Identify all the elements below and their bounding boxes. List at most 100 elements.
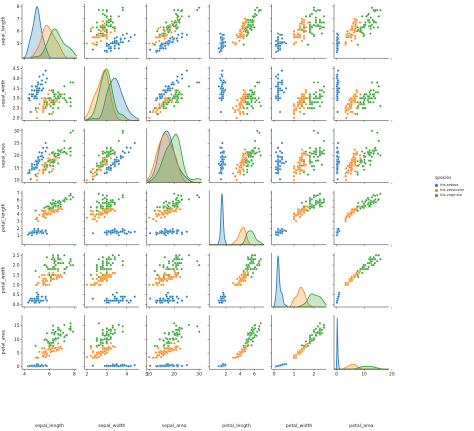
point-Iris-versicolor-26 (170, 20, 174, 23)
point-Iris-versicolor-48 (344, 219, 347, 223)
x-tick-label: 0 (273, 371, 276, 377)
kde-fill-Iris-setosa (209, 193, 264, 245)
point-Iris-virginica-2 (61, 261, 65, 265)
point-Iris-versicolor-35 (304, 89, 308, 92)
point-Iris-virginica-14 (45, 256, 49, 259)
point-Iris-virginica-22 (312, 8, 316, 12)
point-Iris-virginica-7 (103, 151, 107, 154)
point-Iris-virginica-6 (153, 43, 157, 46)
point-Iris-versicolor-48 (95, 40, 99, 44)
point-Iris-virginica-35 (253, 97, 257, 100)
point-Iris-setosa-22 (30, 85, 34, 88)
point-Iris-virginica-25 (109, 335, 113, 339)
legend-entry-virginica: Iris-virginica (435, 193, 474, 198)
point-Iris-versicolor-43 (292, 175, 296, 178)
point-Iris-virginica-44 (178, 326, 181, 329)
point-Iris-setosa-40 (115, 231, 119, 235)
point-Iris-versicolor-18 (89, 27, 93, 30)
point-Iris-setosa-48 (336, 83, 339, 86)
point-Iris-virginica-35 (374, 146, 377, 150)
point-Iris-virginica-39 (59, 261, 62, 265)
point-Iris-versicolor-33 (304, 343, 308, 346)
point-Iris-virginica-40 (250, 328, 253, 332)
point-Iris-setosa-23 (282, 162, 286, 165)
x-tick-label: 6 (253, 371, 256, 377)
point-Iris-virginica-13 (44, 106, 47, 110)
point-Iris-virginica-31 (121, 263, 124, 267)
point-Iris-virginica-11 (166, 337, 169, 341)
point-Iris-virginica-42 (99, 265, 103, 269)
point-Iris-virginica-6 (242, 344, 245, 348)
point-Iris-setosa-42 (28, 93, 31, 96)
point-Iris-setosa-15 (185, 295, 189, 298)
point-Iris-virginica-31 (370, 6, 374, 9)
point-Iris-virginica-30 (65, 333, 69, 337)
panel-sepal_area-vs-sepal_width (82, 128, 147, 185)
point-Iris-versicolor-42 (97, 212, 101, 216)
point-Iris-versicolor-29 (44, 216, 47, 219)
point-Iris-virginica-6 (153, 209, 157, 212)
point-Iris-versicolor-39 (238, 169, 242, 173)
point-Iris-setosa-16 (175, 37, 179, 40)
y-tick-label: 5 (17, 351, 20, 357)
point-Iris-setosa-43 (284, 229, 288, 233)
point-Iris-virginica-42 (45, 102, 49, 106)
point-Iris-virginica-19 (89, 205, 93, 209)
point-Iris-virginica-30 (253, 265, 257, 269)
point-Iris-versicolor-29 (235, 104, 238, 108)
point-Iris-virginica-22 (101, 193, 105, 197)
point-Iris-virginica-21 (43, 263, 46, 267)
point-Iris-setosa-43 (284, 160, 288, 163)
point-Iris-setosa-49 (336, 299, 339, 302)
point-Iris-setosa-37 (117, 43, 120, 46)
point-Iris-virginica-48 (248, 331, 252, 334)
point-Iris-virginica-41 (246, 18, 250, 22)
point-Iris-versicolor-9 (158, 39, 161, 43)
point-Iris-virginica-29 (360, 200, 364, 203)
point-Iris-virginica-44 (56, 254, 60, 257)
point-Iris-versicolor-47 (103, 277, 107, 281)
y-tick-label: 2.0 (13, 115, 20, 121)
point-Iris-virginica-30 (65, 198, 69, 201)
point-Iris-setosa-37 (34, 85, 37, 88)
point-Iris-versicolor-37 (91, 167, 95, 171)
point-Iris-virginica-47 (105, 23, 109, 27)
point-Iris-versicolor-36 (354, 21, 358, 24)
kde-line-Iris-versicolor (22, 24, 77, 59)
point-Iris-setosa-24 (163, 227, 167, 231)
point-Iris-setosa-45 (105, 364, 109, 367)
point-Iris-virginica-46 (246, 164, 249, 168)
point-Iris-setosa-47 (159, 364, 163, 368)
point-Iris-versicolor-31 (236, 36, 240, 39)
point-Iris-virginica-49 (105, 340, 109, 343)
point-Iris-virginica-18 (259, 257, 263, 261)
point-Iris-setosa-45 (33, 231, 36, 234)
point-Iris-versicolor-29 (160, 355, 163, 359)
point-Iris-versicolor-27 (358, 21, 362, 24)
point-Iris-virginica-47 (312, 155, 316, 158)
point-Iris-virginica-33 (302, 205, 306, 208)
point-Iris-versicolor-12 (238, 112, 242, 116)
point-Iris-versicolor-12 (48, 354, 51, 358)
kde-fill-Iris-setosa (334, 317, 389, 370)
point-Iris-versicolor-36 (56, 346, 60, 349)
point-Iris-virginica-17 (69, 81, 72, 84)
point-Iris-virginica-4 (105, 330, 109, 334)
point-Iris-versicolor-41 (353, 97, 356, 100)
point-Iris-setosa-38 (105, 171, 109, 174)
point-Iris-virginica-9 (187, 15, 191, 18)
point-Iris-setosa-41 (91, 48, 95, 51)
point-Iris-virginica-8 (164, 200, 168, 203)
point-Iris-versicolor-49 (298, 350, 302, 354)
point-Iris-versicolor-14 (103, 215, 107, 219)
point-Iris-setosa-33 (129, 146, 132, 150)
point-Iris-virginica-5 (257, 147, 260, 150)
point-Iris-setosa-46 (121, 40, 124, 44)
point-Iris-virginica-17 (69, 131, 72, 134)
point-Iris-versicolor-10 (148, 42, 151, 45)
x-axis-label-sepal_area: sepal_area (162, 423, 187, 429)
point-Iris-versicolor-14 (236, 163, 239, 166)
point-Iris-virginica-18 (379, 257, 382, 261)
point-Iris-virginica-34 (49, 344, 52, 347)
point-Iris-virginica-21 (43, 206, 46, 210)
